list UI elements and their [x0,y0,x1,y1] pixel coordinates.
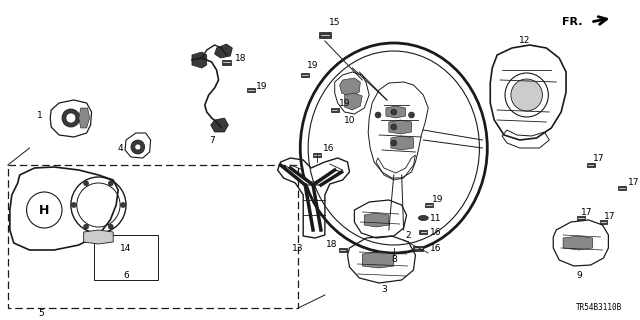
Text: 1: 1 [36,110,42,119]
Text: 16: 16 [430,244,442,252]
Polygon shape [84,230,113,244]
Bar [577,216,585,220]
Text: 2: 2 [406,230,412,239]
Circle shape [108,181,113,186]
Bar [587,163,595,167]
Bar [600,220,607,224]
Bar [419,230,428,234]
Text: 19: 19 [307,60,319,69]
Text: 16: 16 [430,228,442,236]
Circle shape [375,112,381,118]
Polygon shape [563,236,593,250]
Text: 16: 16 [323,143,335,153]
Polygon shape [389,120,412,134]
Text: 4: 4 [117,143,123,153]
Bar [413,245,423,251]
Polygon shape [192,52,207,68]
Polygon shape [280,165,342,185]
Circle shape [391,109,397,115]
Bar [339,248,346,252]
Text: 12: 12 [519,36,531,44]
Bar [93,235,157,280]
Text: 19: 19 [256,82,268,91]
Text: 10: 10 [344,116,355,124]
Polygon shape [340,78,360,97]
Bar [8,165,298,308]
Text: 17: 17 [628,178,639,187]
Text: 18: 18 [234,53,246,62]
Circle shape [66,113,76,123]
Polygon shape [362,252,394,268]
Polygon shape [214,44,232,58]
Circle shape [511,79,543,111]
Text: 9: 9 [576,270,582,279]
Circle shape [84,181,88,186]
Text: 7: 7 [209,135,214,145]
Polygon shape [211,118,228,132]
Bar [247,88,255,92]
Text: FR.: FR. [563,17,583,27]
Text: 18: 18 [326,239,337,249]
Polygon shape [79,108,90,128]
Text: 17: 17 [581,207,593,217]
Circle shape [408,112,415,118]
Circle shape [72,203,76,207]
Text: 3: 3 [381,285,387,294]
Bar [618,186,626,190]
Text: TR54B3110B: TR54B3110B [576,303,622,313]
Text: 6: 6 [123,270,129,279]
Bar [319,32,331,38]
Bar [301,73,309,77]
Circle shape [391,140,397,146]
Polygon shape [344,93,362,110]
Circle shape [108,224,113,229]
Ellipse shape [419,215,428,220]
Text: H: H [39,204,49,217]
Bar [313,153,321,157]
Text: 15: 15 [329,18,340,27]
Polygon shape [364,213,389,227]
Text: 14: 14 [120,244,132,252]
Circle shape [62,109,80,127]
Text: 11: 11 [430,213,442,222]
Text: 17: 17 [604,212,615,220]
Circle shape [84,224,88,229]
Text: 17: 17 [593,154,604,163]
Bar [221,60,231,65]
Text: 19: 19 [433,195,444,204]
Text: 8: 8 [391,255,397,265]
Circle shape [135,144,141,150]
Polygon shape [386,106,406,118]
Bar [331,108,339,112]
Circle shape [391,124,397,130]
Bar [426,203,433,207]
Circle shape [131,140,145,154]
Text: 19: 19 [339,99,350,108]
Text: 13: 13 [292,244,303,252]
Polygon shape [391,136,413,150]
Text: 5: 5 [38,309,44,318]
Circle shape [120,203,125,207]
